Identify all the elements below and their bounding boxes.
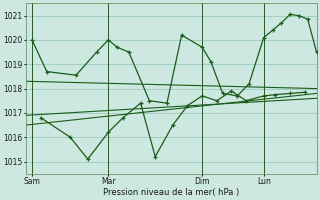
X-axis label: Pression niveau de la mer( hPa ): Pression niveau de la mer( hPa ) — [103, 188, 239, 197]
